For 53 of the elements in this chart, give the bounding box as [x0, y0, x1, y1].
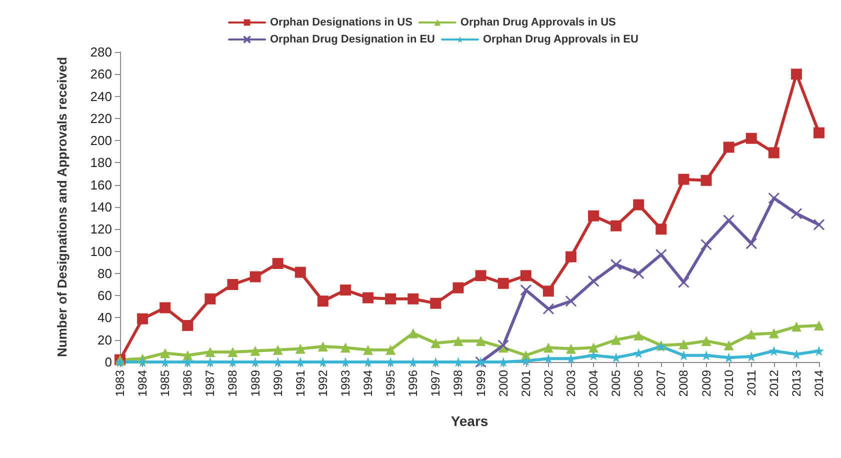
x-tick-label: 2004	[586, 370, 601, 397]
y-tick-label: 200	[90, 133, 112, 148]
x-tick-label: 2005	[609, 370, 624, 397]
y-tick-label: 100	[90, 244, 112, 259]
y-tick-label: 140	[90, 200, 112, 214]
y-tick-label: 0	[104, 354, 112, 370]
x-tick-label: 1996	[406, 370, 420, 397]
y-tick-label: 280	[90, 44, 112, 60]
y-tick-label: 260	[90, 66, 112, 82]
legend-label: Orphan Drug Designation in EU	[270, 34, 436, 46]
y-tick-label: 240	[90, 88, 112, 104]
y-tick-label: 80	[98, 266, 112, 281]
x-tick-label: 2010	[722, 370, 736, 397]
y-tick-label: 60	[98, 288, 112, 304]
x-tick-label: 1999	[474, 370, 488, 397]
y-tick-label: 180	[90, 155, 112, 170]
legend-label: Orphan Drug Approvals in EU	[483, 34, 638, 46]
x-tick-label: 1995	[384, 370, 398, 397]
x-tick-label: 1998	[451, 370, 466, 397]
x-tick-label: 2002	[541, 370, 556, 397]
x-tick-label: 2001	[518, 370, 533, 397]
x-tick-label: 1986	[180, 370, 195, 397]
x-tick-label: 1984	[136, 370, 150, 397]
x-tick-label: 1991	[293, 370, 308, 397]
x-tick-label: 2008	[676, 370, 691, 397]
x-tick-label: 1983	[113, 370, 127, 397]
x-tick-label: 1992	[316, 370, 330, 397]
y-tick-label: 120	[90, 222, 112, 237]
x-axis-title: Years	[450, 413, 488, 429]
x-tick-label: 1985	[158, 370, 172, 397]
y-tick-label: 220	[90, 110, 112, 126]
x-tick-label: 1988	[226, 370, 240, 397]
x-tick-label: 1989	[248, 370, 262, 397]
x-tick-label: 1993	[338, 370, 352, 397]
y-tick-label: 20	[98, 332, 112, 348]
legend-label: Orphan Designations in US	[270, 16, 412, 28]
x-tick-label: 2006	[632, 370, 646, 397]
x-tick-label: 2000	[496, 370, 510, 397]
y-tick-label: 160	[90, 177, 112, 192]
legend-label: Orphan Drug Approvals in US	[460, 16, 616, 28]
x-tick-label: 2011	[744, 370, 758, 396]
x-tick-label: 2013	[789, 370, 804, 397]
x-tick-label: 2014	[812, 370, 826, 397]
x-tick-label: 2012	[766, 370, 781, 397]
x-tick-label: 2007	[654, 370, 668, 397]
x-tick-label: 1990	[270, 370, 285, 397]
x-tick-label: 1987	[203, 370, 218, 397]
y-tick-label: 40	[98, 310, 112, 326]
x-tick-label: 1997	[428, 370, 443, 397]
y-axis-title: Number of Designations and Approvals received	[54, 56, 70, 358]
x-tick-label: 2009	[699, 370, 714, 397]
x-tick-label: 2003	[564, 370, 578, 397]
x-tick-label: 1994	[361, 370, 376, 397]
